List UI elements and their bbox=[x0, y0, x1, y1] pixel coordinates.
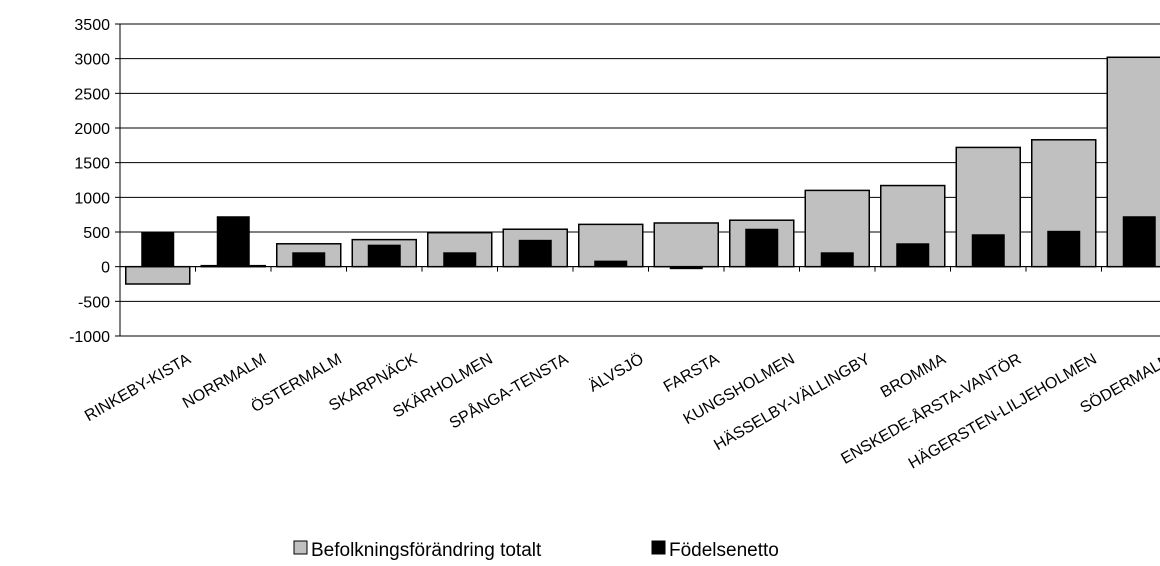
legend-label-total: Befolkningsförändring totalt bbox=[311, 540, 542, 561]
legend-label-birth-net: Födelsenetto bbox=[669, 540, 779, 561]
category-label: ÄLVSJÖ bbox=[586, 350, 647, 396]
category-labels: RINKEBY-KISTANORRMALMÖSTERMALMSKARPNÄCKS… bbox=[82, 349, 1160, 473]
bar-birth-net bbox=[820, 252, 854, 268]
category-label: RINKEBY-KISTA bbox=[82, 351, 194, 425]
y-tick-label: 0 bbox=[101, 260, 110, 277]
bar-total bbox=[125, 265, 191, 285]
bar-birth-net bbox=[518, 239, 552, 268]
y-tick-label: 1500 bbox=[74, 156, 110, 173]
axes bbox=[119, 24, 1160, 336]
bar-total bbox=[578, 223, 644, 268]
gridlines bbox=[120, 23, 1160, 337]
bar-birth-net bbox=[594, 260, 628, 268]
bar-birth-net bbox=[1122, 216, 1156, 268]
legend: Befolkningsförändring totalt Födelsenett… bbox=[293, 540, 779, 561]
bar-birth-net bbox=[367, 244, 401, 268]
bar-birth-net bbox=[292, 252, 326, 268]
bar-birth-net bbox=[971, 234, 1005, 268]
bar-total bbox=[653, 222, 719, 268]
bar-birth-net bbox=[216, 216, 250, 268]
category-label: BROMMA bbox=[878, 351, 949, 402]
legend-swatch-total bbox=[293, 540, 308, 555]
y-tick-label: 2500 bbox=[74, 86, 110, 103]
bar-birth-net bbox=[141, 231, 175, 268]
y-tick-label: 500 bbox=[83, 225, 110, 242]
y-tick-label: 1000 bbox=[74, 190, 110, 207]
category-label: FARSTA bbox=[661, 351, 723, 396]
y-tick-label: -1000 bbox=[69, 329, 110, 346]
y-tick-label: 2000 bbox=[74, 121, 110, 138]
category-label: SPÅNGA-TENSTA bbox=[446, 349, 572, 433]
bar-birth-net bbox=[443, 252, 477, 268]
y-axis-ticks: 3500 3000 2500 2000 1500 1000 500 0 -500 -1000 bbox=[69, 17, 120, 346]
legend-swatch-birth-net bbox=[651, 540, 666, 555]
bar-birth-net bbox=[1047, 230, 1081, 268]
y-tick-label: -500 bbox=[78, 294, 110, 311]
y-tick-label: 3500 bbox=[74, 17, 110, 34]
bars bbox=[125, 56, 1160, 285]
bar-birth-net bbox=[896, 243, 930, 268]
y-tick-label: 3000 bbox=[74, 52, 110, 69]
bar-birth-net bbox=[745, 228, 779, 268]
